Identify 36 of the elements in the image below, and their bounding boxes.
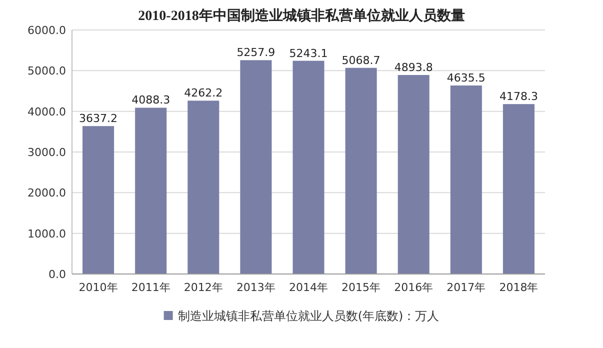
x-tick-label: 2016年: [394, 281, 434, 294]
bar: [450, 85, 482, 274]
y-tick-label: 4000.0: [28, 105, 66, 118]
y-tick-label: 5000.0: [28, 64, 66, 78]
data-label: 4635.5: [446, 71, 486, 84]
bar: [502, 104, 534, 274]
x-tick-label: 2013年: [236, 281, 276, 294]
data-label: 4262.2: [184, 86, 223, 100]
x-tick-label: 2010年: [78, 281, 118, 294]
bar: [345, 68, 377, 274]
x-tick-label: 2011年: [131, 281, 170, 294]
x-tick-label: 2014年: [289, 281, 328, 294]
y-tick-label: 2000.0: [28, 186, 66, 200]
data-label: 5257.9: [236, 46, 276, 60]
y-tick-label: 1000.0: [28, 227, 66, 240]
bar: [292, 60, 324, 274]
bar: [82, 126, 114, 274]
y-tick-label: 6000.0: [28, 24, 66, 37]
bar: [240, 60, 272, 274]
data-label: 5068.7: [342, 54, 380, 67]
data-label: 4893.8: [394, 60, 433, 74]
x-tick-label: 2012年: [184, 281, 223, 294]
data-label: 5243.1: [289, 46, 328, 60]
data-label: 4088.3: [132, 94, 170, 107]
x-tick-label: 2015年: [342, 281, 381, 294]
bar: [398, 74, 430, 274]
x-tick-label: 2017年: [446, 281, 486, 294]
legend-label: 制造业城镇非私营单位就业人员数(年底数)：万人: [178, 309, 440, 323]
data-label: 3637.2: [79, 112, 118, 126]
y-tick-label: 3000.0: [28, 146, 66, 159]
bar: [135, 108, 167, 274]
y-tick-label: 0.0: [48, 268, 66, 281]
data-label: 4178.3: [499, 90, 538, 104]
bar: [188, 100, 220, 274]
chart-title: 2010-2018年中国制造业城镇非私营单位就业人员数量: [138, 8, 465, 24]
x-tick-label: 2018年: [499, 281, 538, 294]
